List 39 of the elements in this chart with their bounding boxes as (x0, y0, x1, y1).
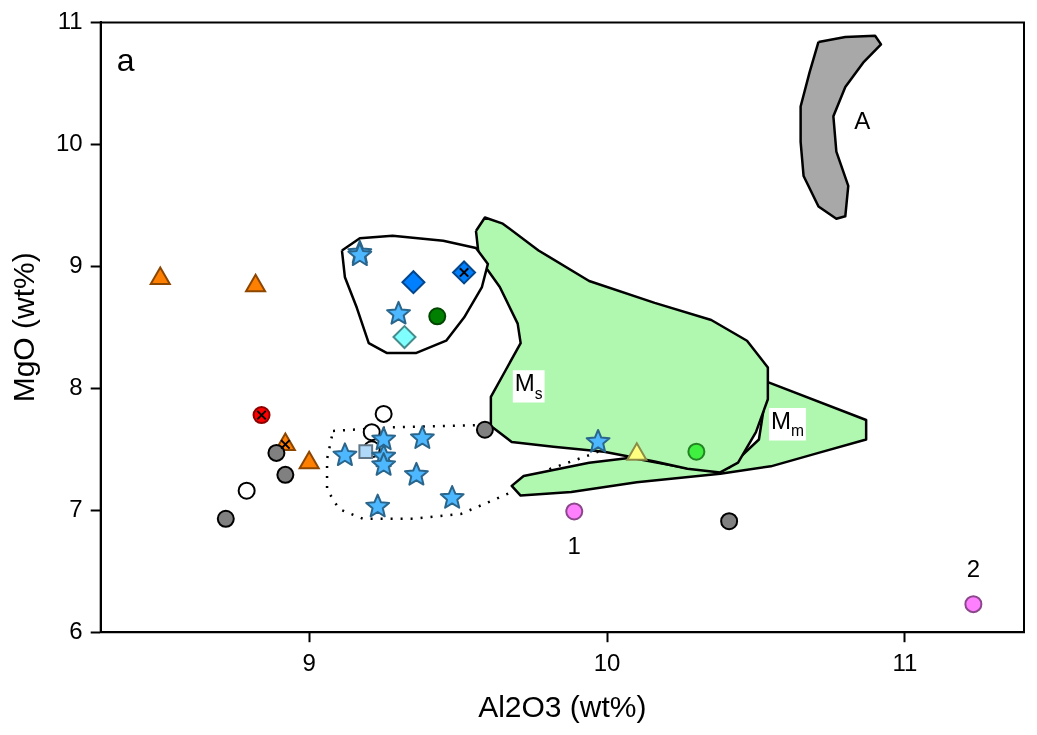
point (565, 502, 584, 521)
point (392, 325, 417, 350)
point (386, 300, 411, 325)
y-tick-label: 10 (55, 128, 83, 156)
point (371, 426, 397, 451)
point (371, 452, 397, 476)
point (475, 420, 494, 439)
x-axis-title: Al2O3 (wt%) (478, 690, 647, 724)
point (964, 595, 983, 614)
point (428, 307, 447, 326)
x-tick-label: 9 (302, 649, 316, 677)
point (409, 425, 435, 449)
point (358, 444, 374, 460)
point (332, 442, 358, 467)
annotation: 1 (567, 532, 581, 560)
point (720, 512, 739, 531)
point (216, 509, 235, 528)
annotation: A (854, 107, 871, 135)
point (439, 485, 465, 509)
point (276, 465, 295, 484)
point (374, 404, 393, 423)
point (237, 481, 256, 500)
point (687, 442, 706, 461)
y-axis-title: MgO (wt%) (7, 252, 41, 403)
x-tick-label: 10 (593, 649, 621, 677)
point (365, 493, 391, 518)
x-tick-label: 11 (892, 649, 918, 677)
point (403, 461, 429, 486)
point (401, 270, 426, 295)
y-tick-label: 9 (69, 250, 83, 278)
point (585, 428, 611, 453)
annotation: 2 (966, 554, 981, 582)
y-tick-label: 6 (69, 616, 83, 644)
annotation: a (116, 42, 135, 79)
y-tick-label: 7 (69, 494, 83, 522)
point (267, 443, 286, 462)
y-tick-label: 8 (69, 372, 83, 400)
y-tick-label: 11 (57, 7, 83, 35)
point (149, 266, 171, 286)
